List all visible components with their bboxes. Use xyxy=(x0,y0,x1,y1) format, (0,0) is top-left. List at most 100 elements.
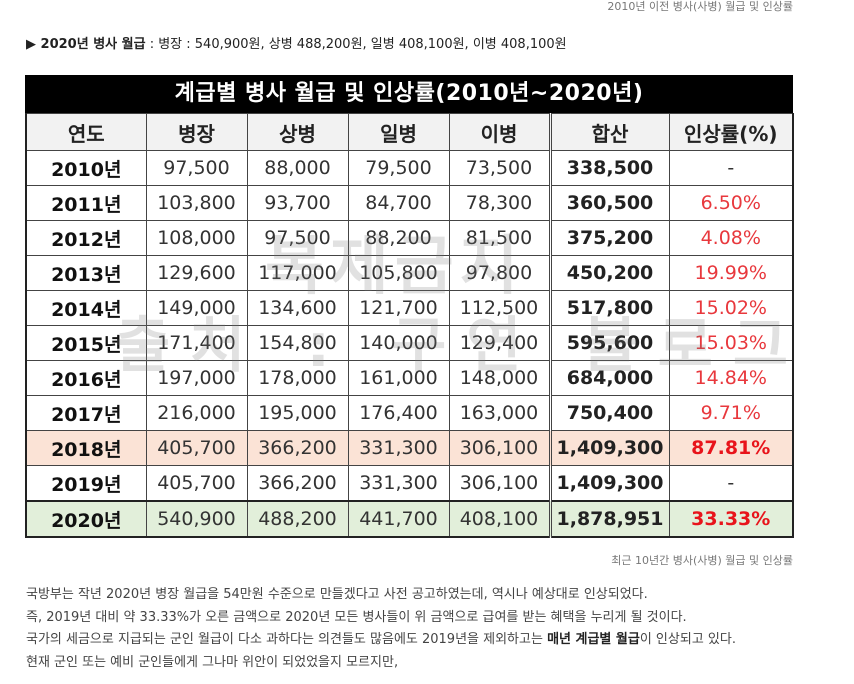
header-sangbyeong: 상병 xyxy=(246,113,349,151)
cell-ilbyeong: 79,500 xyxy=(347,150,450,186)
table-row: 2016년 197,000 178,000 161,000 148,000 68… xyxy=(25,360,794,396)
cell-sangbyeong: 134,600 xyxy=(246,290,349,326)
header-row: 연도 병장 상병 일병 이병 합산 인상률(%) xyxy=(25,113,794,151)
cell-sum: 450,200 xyxy=(548,255,670,291)
cell-byeongjang: 405,700 xyxy=(145,430,248,466)
table-row: 2011년 103,800 93,700 84,700 78,300 360,5… xyxy=(25,185,794,221)
cell-byeongjang: 540,900 xyxy=(145,500,248,538)
cell-sangbyeong: 88,000 xyxy=(246,150,349,186)
cell-year: 2014년 xyxy=(25,290,147,326)
header-byeongjang: 병장 xyxy=(145,113,248,151)
cell-year: 2010년 xyxy=(25,150,147,186)
paragraph-3: 국가의 세금으로 지급되는 군인 월급이 다소 과하다는 의견들도 많음에도 2… xyxy=(26,629,736,652)
cell-ibyeong: 306,100 xyxy=(448,465,551,502)
paragraph-3-before: 국가의 세금으로 지급되는 군인 월급이 다소 과하다는 의견들도 많음에도 2… xyxy=(26,632,548,647)
cell-sum: 338,500 xyxy=(548,150,670,186)
cell-year: 2013년 xyxy=(25,255,147,291)
cell-byeongjang: 97,500 xyxy=(145,150,248,186)
cell-ilbyeong: 161,000 xyxy=(347,360,450,396)
cell-rate: 6.50% xyxy=(668,185,794,221)
cell-sum: 360,500 xyxy=(548,185,670,221)
header-rate: 인상률(%) xyxy=(668,113,794,151)
cell-sangbyeong: 117,000 xyxy=(246,255,349,291)
cell-rate: 4.08% xyxy=(668,220,794,256)
cell-byeongjang: 108,000 xyxy=(145,220,248,256)
cell-rate: 14.84% xyxy=(668,360,794,396)
paragraph-2: 즉, 2019년 대비 약 33.33%가 오른 금액으로 2020년 모든 병… xyxy=(26,609,687,625)
cell-sangbyeong: 178,000 xyxy=(246,360,349,396)
cell-ilbyeong: 176,400 xyxy=(347,395,450,431)
cell-rate: 15.03% xyxy=(668,325,794,361)
cell-rate: 15.02% xyxy=(668,290,794,326)
table-title: 계급별 병사 월급 및 인상률(2010년~2020년) xyxy=(25,75,793,113)
salary-table-image: 계급별 병사 월급 및 인상률(2010년~2020년) 연도 병장 상병 일병… xyxy=(25,75,794,538)
cell-year: 2015년 xyxy=(25,325,147,361)
cell-ilbyeong: 441,700 xyxy=(347,500,450,538)
cell-sum: 517,800 xyxy=(548,290,670,326)
table-row: 2015년 171,400 154,800 140,000 129,400 59… xyxy=(25,325,794,361)
cell-sangbyeong: 488,200 xyxy=(246,500,349,538)
cell-ibyeong: 163,000 xyxy=(448,395,551,431)
cell-sum: 375,200 xyxy=(548,220,670,256)
cell-ibyeong: 129,400 xyxy=(448,325,551,361)
cell-rate: 33.33% xyxy=(668,500,794,538)
cell-rate: - xyxy=(668,465,794,502)
cell-ibyeong: 78,300 xyxy=(448,185,551,221)
cell-ibyeong: 97,800 xyxy=(448,255,551,291)
cell-sangbyeong: 195,000 xyxy=(246,395,349,431)
cell-ibyeong: 408,100 xyxy=(448,500,551,538)
summary-text: : 병장 : 540,900원, 상병 488,200원, 일병 408,100… xyxy=(145,37,567,52)
cell-ilbyeong: 140,000 xyxy=(347,325,450,361)
image-caption-bottom: 최근 10년간 병사(사병) 월급 및 인상률 xyxy=(611,554,793,567)
cell-sangbyeong: 93,700 xyxy=(246,185,349,221)
cell-byeongjang: 129,600 xyxy=(145,255,248,291)
paragraph-4: 현재 군인 또는 예비 군인들에게 그나마 위안이 되었었을지 모르지만, xyxy=(26,654,399,670)
cell-ilbyeong: 121,700 xyxy=(347,290,450,326)
table-row-highlight-2018: 2018년 405,700 366,200 331,300 306,100 1,… xyxy=(25,430,794,466)
cell-byeongjang: 171,400 xyxy=(145,325,248,361)
header-sum: 합산 xyxy=(548,113,670,151)
cell-year: 2020년 xyxy=(25,500,147,538)
cell-sum: 595,600 xyxy=(548,325,670,361)
paragraph-3-bold: 매년 계급별 월급 xyxy=(547,632,640,647)
cell-byeongjang: 405,700 xyxy=(145,465,248,502)
image-caption-top: 2010년 이전 병사(사병) 월급 및 인상률 xyxy=(607,0,793,13)
cell-ilbyeong: 84,700 xyxy=(347,185,450,221)
cell-sum: 1,878,951 xyxy=(548,500,670,538)
cell-year: 2012년 xyxy=(25,220,147,256)
cell-ilbyeong: 331,300 xyxy=(347,430,450,466)
table-row: 2012년 108,000 97,500 88,200 81,500 375,2… xyxy=(25,220,794,256)
cell-ibyeong: 306,100 xyxy=(448,430,551,466)
cell-year: 2016년 xyxy=(25,360,147,396)
cell-ilbyeong: 88,200 xyxy=(347,220,450,256)
table-row: 2019년 405,700 366,200 331,300 306,100 1,… xyxy=(25,465,794,502)
table-row: 2013년 129,600 117,000 105,800 97,800 450… xyxy=(25,255,794,291)
cell-rate: 9.71% xyxy=(668,395,794,431)
cell-ilbyeong: 331,300 xyxy=(347,465,450,502)
cell-ibyeong: 112,500 xyxy=(448,290,551,326)
table-row: 2010년 97,500 88,000 79,500 73,500 338,50… xyxy=(25,150,794,186)
cell-year: 2019년 xyxy=(25,465,147,502)
cell-sum: 1,409,300 xyxy=(548,465,670,502)
article-body: 국방부는 작년 2020년 병장 월급을 54만원 수준으로 만들겠다고 사전 … xyxy=(26,584,736,674)
cell-sum: 1,409,300 xyxy=(548,430,670,466)
cell-byeongjang: 103,800 xyxy=(145,185,248,221)
cell-ibyeong: 81,500 xyxy=(448,220,551,256)
cell-byeongjang: 149,000 xyxy=(145,290,248,326)
header-year: 연도 xyxy=(25,113,147,151)
cell-rate: 87.81% xyxy=(668,430,794,466)
cell-sangbyeong: 97,500 xyxy=(246,220,349,256)
salary-summary: ▶ 2020년 병사 월급 : 병장 : 540,900원, 상병 488,20… xyxy=(26,37,567,53)
cell-sum: 684,000 xyxy=(548,360,670,396)
summary-lead: ▶ 2020년 병사 월급 xyxy=(26,37,146,52)
cell-sangbyeong: 366,200 xyxy=(246,465,349,502)
cell-rate: 19.99% xyxy=(668,255,794,291)
cell-year: 2018년 xyxy=(25,430,147,466)
paragraph-1: 국방부는 작년 2020년 병장 월급을 54만원 수준으로 만들겠다고 사전 … xyxy=(26,587,648,602)
table-row: 2014년 149,000 134,600 121,700 112,500 51… xyxy=(25,290,794,326)
cell-year: 2011년 xyxy=(25,185,147,221)
cell-year: 2017년 xyxy=(25,395,147,431)
cell-byeongjang: 216,000 xyxy=(145,395,248,431)
cell-sangbyeong: 154,800 xyxy=(246,325,349,361)
salary-table: 연도 병장 상병 일병 이병 합산 인상률(%) 2010년 97,500 88… xyxy=(25,113,794,538)
